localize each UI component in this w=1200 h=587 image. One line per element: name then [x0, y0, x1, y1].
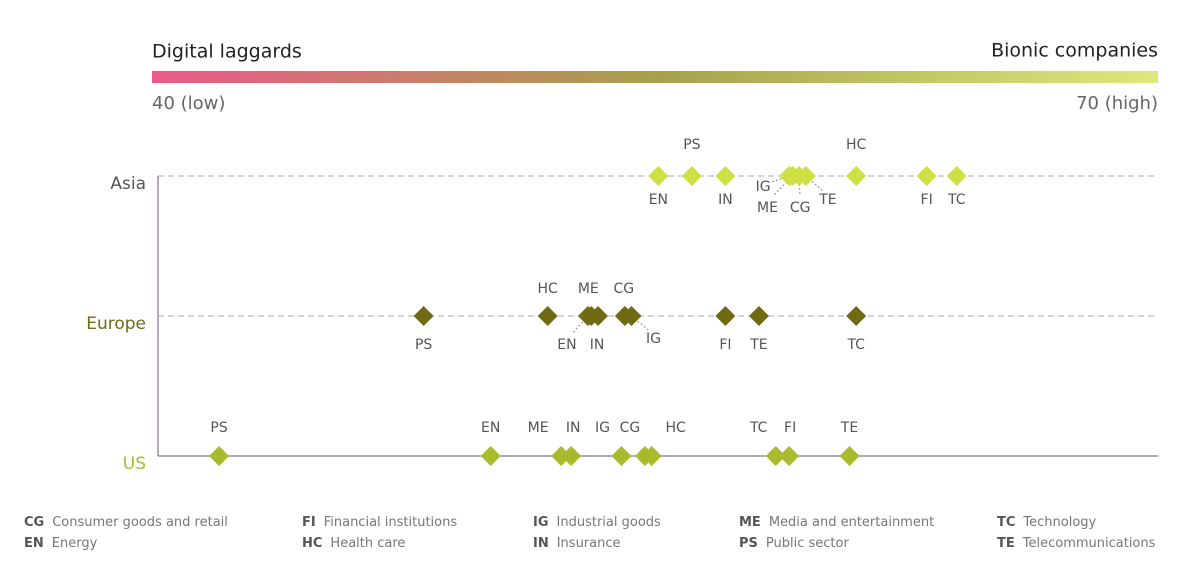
point-label: PS	[415, 337, 432, 353]
legend-label: Industrial goods	[557, 515, 662, 530]
legend-label: Financial institutions	[324, 515, 458, 530]
leader-line	[769, 175, 790, 184]
legend-label: Media and entertainment	[769, 515, 934, 530]
point-label: IN	[718, 192, 733, 208]
region-label: US	[123, 454, 146, 474]
diamond-marker	[537, 306, 558, 326]
diamond-marker	[681, 166, 702, 186]
legend-code: ME	[739, 515, 761, 530]
point-label: TC	[846, 337, 865, 353]
legend-code: TE	[997, 536, 1015, 551]
diamond-marker	[715, 306, 736, 326]
diamond-marker	[413, 306, 434, 326]
x-tick-label: 40 (low)	[152, 93, 225, 114]
legend-entry: IN Insurance	[533, 536, 621, 551]
legend-entry: TC Technology	[997, 515, 1097, 530]
diamond-marker	[648, 166, 669, 186]
point-label: EN	[649, 192, 668, 208]
legend-entry: PS Public sector	[739, 536, 849, 551]
legend-code: HC	[302, 536, 322, 551]
legend-label: Telecommunications	[1022, 536, 1156, 551]
legend-label: Insurance	[557, 536, 621, 551]
left-title: Digital laggards	[152, 41, 302, 63]
point-label: IG	[595, 420, 610, 436]
point-label: ME	[578, 281, 599, 297]
diamond-marker	[748, 306, 769, 326]
legend-label: Consumer goods and retail	[52, 515, 228, 530]
legend-code: EN	[24, 536, 44, 551]
point-label: CG	[790, 200, 811, 216]
point-label: HC	[846, 137, 867, 153]
point-label: TC	[749, 420, 768, 436]
diamond-marker	[561, 446, 582, 466]
legend-entry: ME Media and entertainment	[739, 515, 934, 530]
diamond-marker	[587, 306, 608, 326]
point-label: IN	[590, 337, 605, 353]
diamond-marker	[779, 446, 800, 466]
legend-label: Public sector	[766, 536, 850, 551]
diamond-marker	[611, 446, 632, 466]
legend-code: CG	[24, 515, 44, 530]
point-label: FI	[719, 337, 731, 353]
point-label: CG	[620, 420, 641, 436]
point-label: EN	[481, 420, 500, 436]
point-label: IN	[566, 420, 581, 436]
diamond-marker	[916, 166, 937, 186]
legend-label: Health care	[330, 536, 405, 551]
diamond-marker	[621, 306, 642, 326]
legend-code: FI	[302, 515, 316, 530]
legend-entry: IG Industrial goods	[533, 515, 661, 530]
legend-code: TC	[997, 515, 1015, 530]
point-label: PS	[683, 137, 700, 153]
legend-entry: EN Energy	[24, 536, 98, 551]
point-label: ME	[528, 420, 549, 436]
point-label: TC	[947, 192, 966, 208]
point-label: HC	[665, 420, 686, 436]
diamond-marker	[209, 446, 230, 466]
diamond-marker	[480, 446, 501, 466]
leader-line	[631, 315, 649, 331]
point-label: CG	[614, 281, 635, 297]
point-label: ME	[757, 200, 778, 216]
diamond-marker	[765, 446, 786, 466]
scale-gradient	[152, 71, 1158, 83]
diamond-marker	[846, 306, 867, 326]
point-label: FI	[784, 420, 796, 436]
point-label: TE	[818, 192, 836, 208]
diamond-marker	[795, 166, 816, 186]
diamond-marker	[839, 446, 860, 466]
point-label: FI	[921, 192, 933, 208]
legend-code: PS	[739, 536, 758, 551]
diamond-marker	[946, 166, 967, 186]
diamond-marker	[641, 446, 662, 466]
x-tick-label: 70 (high)	[1076, 93, 1158, 114]
point-label: TE	[840, 420, 858, 436]
legend-code: IN	[533, 536, 549, 551]
point-label: PS	[210, 420, 227, 436]
diamond-marker	[551, 446, 572, 466]
region-label: Europe	[86, 314, 146, 334]
point-label: HC	[538, 281, 559, 297]
legend-label: Energy	[52, 536, 98, 551]
legend-entry: FI Financial institutions	[302, 515, 457, 530]
point-label: TE	[749, 337, 767, 353]
legend-entry: CG Consumer goods and retail	[24, 515, 228, 530]
point-label: IG	[756, 179, 771, 195]
point-label: IG	[646, 331, 661, 347]
legend-entry: TE Telecommunications	[997, 536, 1156, 551]
legend-code: IG	[533, 515, 549, 530]
legend-entry: HC Health care	[302, 536, 405, 551]
diamond-marker	[846, 166, 867, 186]
point-label: EN	[557, 337, 576, 353]
right-title: Bionic companies	[991, 40, 1158, 62]
diamond-marker	[715, 166, 736, 186]
region-label: Asia	[110, 174, 146, 194]
legend-label: Technology	[1022, 515, 1096, 530]
